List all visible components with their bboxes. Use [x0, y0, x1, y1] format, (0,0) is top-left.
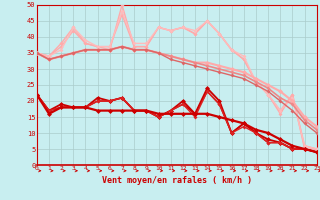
X-axis label: Vent moyen/en rafales ( km/h ): Vent moyen/en rafales ( km/h ) [102, 176, 252, 185]
